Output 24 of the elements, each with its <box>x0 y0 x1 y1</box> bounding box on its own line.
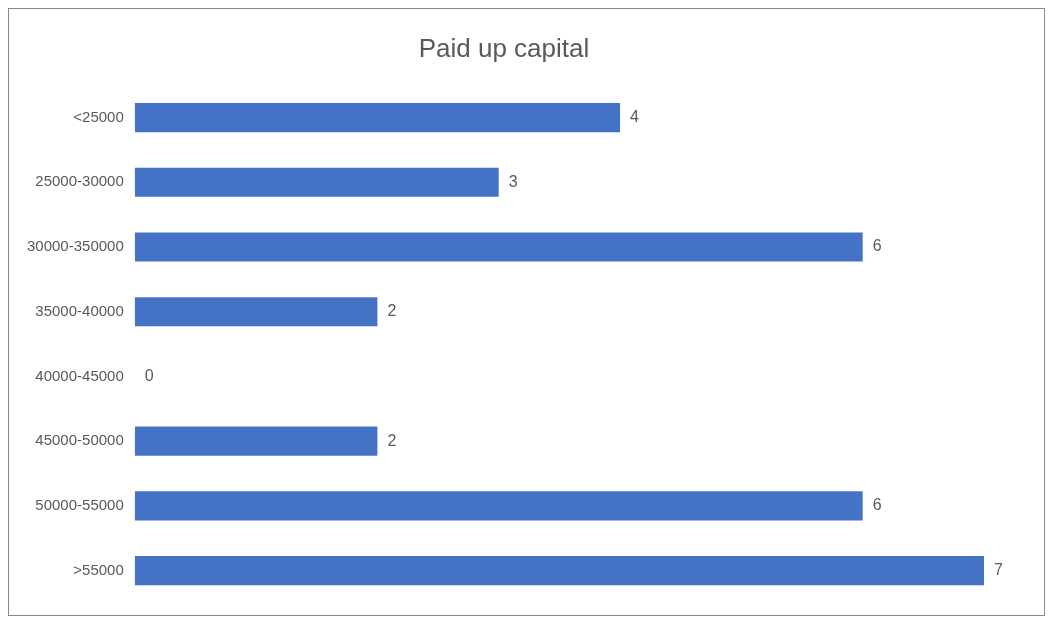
y-tick-label: 35000-40000 <box>35 301 124 319</box>
y-tick-label: 40000-45000 <box>35 366 124 384</box>
y-tick-label: <25000 <box>73 107 124 125</box>
y-tick-label: 45000-50000 <box>35 431 124 449</box>
data-label: 4 <box>630 107 640 125</box>
chart-title: Paid up capital <box>418 32 590 63</box>
data-label: 2 <box>387 302 397 320</box>
bar <box>134 556 984 586</box>
data-label: 7 <box>994 561 1003 579</box>
bar <box>134 426 378 456</box>
bar <box>134 491 863 521</box>
bar <box>134 232 863 262</box>
bar <box>134 103 621 133</box>
y-tick-label: 25000-30000 <box>35 172 124 190</box>
bar <box>134 167 499 197</box>
data-label: 0 <box>144 366 154 384</box>
data-label: 6 <box>872 237 882 255</box>
bar <box>134 297 378 327</box>
y-tick-label: 30000-350000 <box>26 237 124 255</box>
data-label: 6 <box>872 496 882 514</box>
y-tick-label: 50000-55000 <box>35 496 124 514</box>
y-tick-label: >55000 <box>73 560 124 578</box>
data-label: 2 <box>387 431 397 449</box>
data-label: 3 <box>508 172 518 190</box>
